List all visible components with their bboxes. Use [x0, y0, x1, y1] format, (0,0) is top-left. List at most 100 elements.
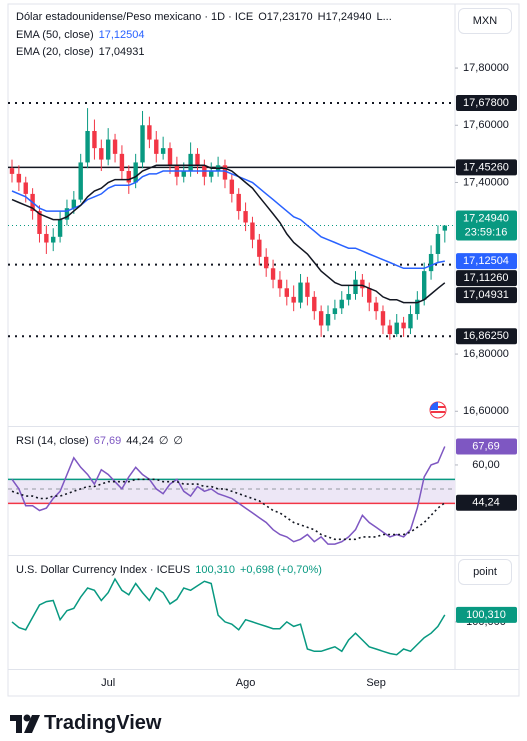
brand: TradingView — [44, 712, 162, 734]
candle-body — [57, 219, 63, 237]
candle-body — [133, 162, 138, 183]
candle-body — [167, 148, 173, 166]
legend-value: ∅ — [158, 435, 169, 447]
price-badge — [456, 159, 517, 176]
price-badge-label: 44,24 — [472, 497, 500, 509]
candle-body — [44, 233, 49, 243]
candle-body — [325, 314, 331, 326]
ohlc-label: L... — [376, 11, 392, 23]
legend-value: 100,310 — [195, 564, 235, 576]
legend-value: 17,12504 — [98, 29, 145, 41]
price-badge — [456, 94, 517, 111]
candle-body — [250, 222, 255, 240]
x-tick-label: Jul — [101, 677, 115, 689]
candle-body — [387, 325, 393, 335]
currency-button[interactable]: MXN — [458, 8, 512, 34]
ema50-legend: EMA (50, close) 17,12504 — [16, 29, 150, 41]
legend-value: ∅ — [173, 435, 183, 447]
candle-body — [360, 279, 365, 289]
candle-body — [305, 282, 310, 297]
price-badge-label: 100,310 — [466, 609, 506, 621]
price-legend: Dólar estadounidense/Peso mexicano · 1D … — [16, 11, 397, 23]
candle-body — [64, 208, 70, 220]
series-line — [11, 446, 446, 545]
candle-body — [222, 165, 228, 180]
candle-body — [346, 294, 351, 300]
candle-body — [270, 268, 276, 280]
price-badge-label: 16,86250 — [463, 330, 509, 342]
candle-body — [126, 171, 131, 183]
price-badge-label: 23:59:16 — [465, 226, 508, 238]
price-badge — [456, 253, 517, 270]
candle-body — [435, 233, 441, 254]
x-tick-label: Sep — [366, 677, 386, 689]
candle-body — [394, 322, 399, 335]
y-tick-label: 16,60000 — [463, 405, 509, 417]
price-badge — [456, 287, 517, 304]
candle-body — [119, 153, 125, 172]
candle-body — [105, 139, 111, 160]
chart: 17,80000 17,60000 17,40000 16,80000 16,60000… — [7, 3, 520, 697]
y-tick-label: 17,60000 — [463, 119, 509, 131]
candle-body — [298, 282, 303, 303]
candle-body — [154, 139, 159, 154]
candle-body — [367, 288, 372, 303]
scale-button[interactable]: point — [458, 559, 512, 585]
legend-value: 44,24 — [126, 435, 154, 447]
candle-body — [181, 171, 186, 177]
candle-body — [147, 125, 152, 140]
price-badge-label: 17,24940 — [463, 212, 509, 224]
dxy-legend: U.S. Dollar Currency Index · ICEUS 100,31… — [16, 564, 327, 576]
y-tick-label: 16,80000 — [463, 348, 509, 360]
frame — [7, 3, 520, 697]
candle-body — [353, 279, 358, 295]
candle-body — [209, 171, 214, 177]
candle-body — [428, 253, 434, 272]
price-badge-label: 67,69 — [472, 440, 500, 452]
symbol-title: Dólar estadounidense/Peso mexicano · 1D … — [16, 11, 254, 23]
candle-body — [195, 153, 200, 166]
candle-body — [71, 199, 77, 209]
candle-body — [415, 299, 420, 315]
candle-body — [92, 130, 97, 149]
candle-body — [442, 225, 448, 231]
rsi-legend: RSI (14, close) 67,69 44,24 ∅ ∅ — [16, 434, 188, 447]
candle-body — [277, 279, 283, 289]
candle-body — [332, 308, 338, 315]
candle-body — [318, 311, 324, 326]
ohlc-label: O17,23170 — [258, 11, 313, 23]
price-badge — [456, 494, 517, 511]
ohlc-label: H17,24940 — [317, 11, 372, 23]
candle-body — [339, 299, 344, 309]
x-tick-label: Ago — [236, 677, 256, 689]
candle-body — [78, 162, 83, 200]
legend-value: 17,04931 — [98, 46, 145, 58]
price-badge-label: 17,04931 — [463, 289, 509, 301]
candle-body — [112, 139, 118, 154]
candle-body — [140, 125, 145, 163]
candle-body — [23, 182, 28, 194]
candle-body — [99, 148, 104, 160]
candle-body — [408, 314, 413, 329]
candle-body — [401, 322, 406, 329]
price-badge — [456, 328, 517, 345]
candle-body — [263, 256, 269, 269]
series-line — [11, 577, 446, 656]
price-badge — [456, 438, 517, 455]
ema-line — [11, 164, 446, 304]
candle-body — [9, 168, 15, 174]
y-tick-label: 17,40000 — [463, 176, 509, 188]
price-badge — [456, 606, 517, 623]
candle-body — [85, 130, 90, 163]
logo: TradingView — [10, 712, 161, 735]
candle-body — [236, 193, 241, 212]
y-tick-label: 17,80000 — [463, 62, 509, 74]
candle-body — [51, 236, 56, 243]
candle-body — [229, 179, 235, 194]
candle-body — [291, 296, 296, 303]
price-badge-label: 17,11260 — [463, 272, 508, 284]
candle-body — [380, 311, 386, 326]
series-line — [11, 478, 446, 541]
ema20-legend: EMA (20, close) 17,04931 — [16, 46, 150, 58]
